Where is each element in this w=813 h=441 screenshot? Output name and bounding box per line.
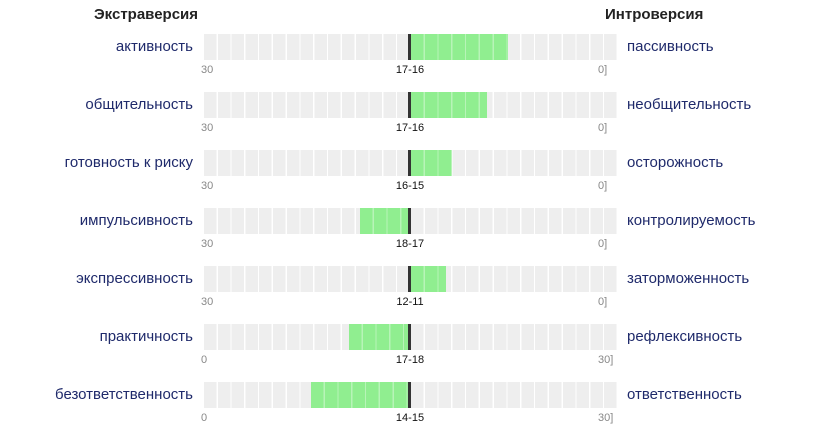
scale-left-label: активность: [115, 38, 193, 55]
scale-center-line: [408, 92, 411, 118]
scale-bar-track: [204, 34, 618, 60]
scale-tick-right: 0]: [598, 122, 608, 134]
scale-bar-fill: [348, 324, 408, 350]
scale-bar-fill: [411, 34, 508, 60]
scale-right-label: осторожность: [627, 154, 724, 171]
scale-right-label: необщительность: [627, 96, 752, 113]
scale-tick-left: 0: [201, 412, 208, 424]
scale-tick-left: 30: [201, 64, 214, 76]
scale-bar-track: [204, 92, 618, 118]
scale-range: 18-17: [395, 238, 425, 250]
scale-center-line: [408, 208, 411, 234]
scale-tick-left: 30: [201, 122, 214, 134]
scale-row: безответственность8014-1530]ответственно…: [0, 380, 813, 438]
scale-bar-fill: [411, 266, 446, 292]
scale-bar-track: [204, 324, 618, 350]
scale-tick-right: 30]: [598, 412, 614, 424]
scale-center-line: [408, 382, 411, 408]
scale-tick-left: 30: [201, 238, 214, 250]
scale-row: импульсивность203018-170]контролируемост…: [0, 206, 813, 264]
scale-left-label: экспрессивность: [76, 270, 193, 287]
scale-right-label: заторможенность: [627, 270, 750, 287]
scale-bar-fill: [411, 92, 487, 118]
scale-row: активность93017-160]пассивность: [0, 32, 813, 90]
scale-tick-right: 0]: [598, 180, 608, 192]
scale-right-label: контролируемость: [627, 212, 756, 229]
scale-bar-fill: [311, 382, 408, 408]
scale-center-line: [408, 266, 411, 292]
scale-tick-left: 0: [201, 354, 208, 366]
scale-right-label: рефлексивность: [627, 328, 743, 345]
scale-tick-left: 30: [201, 180, 214, 192]
scale-right-label: пассивность: [627, 38, 714, 55]
scale-center-line: [408, 324, 411, 350]
scale-tick-right: 0]: [598, 296, 608, 308]
scale-row: экспрессивность103012-110]заторможенност…: [0, 264, 813, 322]
scale-range: 14-15: [395, 412, 425, 424]
scale-center-line: [408, 150, 411, 176]
scale-row: готовность к риску133016-150]осторожност…: [0, 148, 813, 206]
introversion-header: Интроверсия: [605, 6, 704, 23]
scale-bar-track: [204, 266, 618, 292]
scale-left-label: импульсивность: [79, 212, 193, 229]
scale-range: 17-16: [395, 122, 425, 134]
scale-range: 17-16: [395, 64, 425, 76]
scale-bar-track: [204, 208, 618, 234]
scale-range: 17-18: [395, 354, 425, 366]
scale-tick-right: 0]: [598, 64, 608, 76]
scale-bar-fill: [411, 150, 453, 176]
scale-right-label: ответственность: [627, 386, 742, 403]
scale-left-label: готовность к риску: [64, 154, 193, 171]
scale-tick-right: 0]: [598, 238, 608, 250]
scale-range: 16-15: [395, 180, 425, 192]
scale-range: 12-11: [396, 296, 424, 308]
scale-center-line: [408, 34, 411, 60]
scale-bar-track: [204, 382, 618, 408]
scale-tick-left: 30: [201, 296, 214, 308]
extraversion-header: Экстраверсия: [94, 6, 199, 23]
scale-left-label: практичность: [99, 328, 193, 345]
scale-left-label: общительность: [85, 96, 193, 113]
scale-bar-track: [204, 150, 618, 176]
scale-bar-fill: [359, 208, 408, 234]
scale-row: общительность113017-160]необщительность: [0, 90, 813, 148]
scale-tick-right: 30]: [598, 354, 614, 366]
scale-left-label: безответственность: [55, 386, 193, 403]
